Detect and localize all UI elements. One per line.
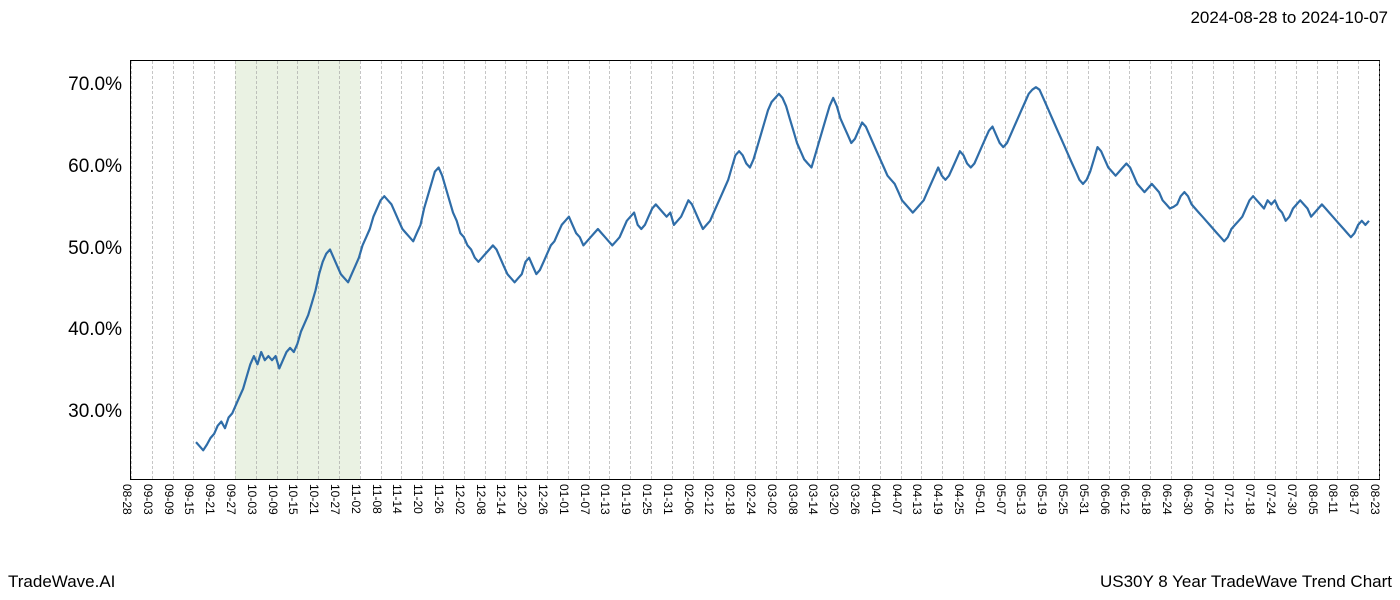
x-tick-label: 01-19 xyxy=(619,484,633,515)
x-tick-label: 07-06 xyxy=(1202,484,1216,515)
x-tick-label: 08-05 xyxy=(1306,484,1320,515)
x-tick-label: 10-09 xyxy=(266,484,280,515)
x-tick-label: 08-17 xyxy=(1347,484,1361,515)
x-tick-label: 05-19 xyxy=(1035,484,1049,515)
x-tick-label: 02-12 xyxy=(702,484,716,515)
x-tick-label: 06-30 xyxy=(1181,484,1195,515)
x-tick-label: 12-02 xyxy=(453,484,467,515)
y-tick-label: 70.0% xyxy=(68,74,122,96)
x-tick-label: 04-25 xyxy=(952,484,966,515)
x-tick-label: 03-26 xyxy=(848,484,862,515)
x-tick-label: 11-26 xyxy=(432,484,446,514)
chart-container: 2024-08-28 to 2024-10-07 30.0% 40.0% 50.0%… xyxy=(0,0,1400,600)
x-tick-label: 05-25 xyxy=(1056,484,1070,515)
x-tick-label: 09-27 xyxy=(224,484,238,515)
x-tick-label: 05-07 xyxy=(994,484,1008,515)
x-tick-label: 11-02 xyxy=(349,484,363,514)
x-tick-label: 05-31 xyxy=(1077,484,1091,515)
x-tick-label: 12-26 xyxy=(536,484,550,515)
y-tick-label: 50.0% xyxy=(68,238,122,260)
x-tick-label: 06-18 xyxy=(1139,484,1153,515)
x-tick-label: 01-25 xyxy=(640,484,654,515)
x-tick-label: 01-31 xyxy=(661,484,675,515)
x-tick-label: 07-12 xyxy=(1222,484,1236,515)
x-tick-label: 11-20 xyxy=(411,484,425,514)
x-tick-label: 09-15 xyxy=(182,484,196,515)
date-range-label: 2024-08-28 to 2024-10-07 xyxy=(1190,8,1388,28)
x-tick-label: 03-08 xyxy=(786,484,800,515)
x-tick-label: 07-18 xyxy=(1243,484,1257,515)
x-tick-label: 07-30 xyxy=(1285,484,1299,515)
x-tick-label: 03-14 xyxy=(806,484,820,515)
gridline xyxy=(1379,61,1380,479)
x-tick-label: 12-20 xyxy=(515,484,529,515)
y-tick-label: 30.0% xyxy=(68,401,122,423)
x-tick-label: 02-06 xyxy=(682,484,696,515)
x-tick-label: 07-24 xyxy=(1264,484,1278,515)
x-tick-label: 02-18 xyxy=(723,484,737,515)
x-tick-label: 09-21 xyxy=(203,484,217,515)
x-tick-label: 01-13 xyxy=(598,484,612,515)
footer-brand: TradeWave.AI xyxy=(8,572,115,592)
x-tick-label: 10-27 xyxy=(328,484,342,515)
y-tick-label: 60.0% xyxy=(68,156,122,178)
line-series xyxy=(131,61,1379,479)
x-tick-label: 05-01 xyxy=(973,484,987,515)
x-tick-label: 09-09 xyxy=(162,484,176,515)
y-tick-label: 40.0% xyxy=(68,319,122,341)
x-tick-label: 08-11 xyxy=(1326,484,1340,514)
x-tick-label: 02-24 xyxy=(744,484,758,515)
x-tick-label: 11-08 xyxy=(370,484,384,514)
x-tick-label: 12-08 xyxy=(474,484,488,515)
x-tick-label: 08-23 xyxy=(1368,484,1382,515)
x-tick-label: 11-14 xyxy=(390,484,404,514)
x-tick-label: 01-01 xyxy=(557,484,571,515)
x-tick-label: 04-19 xyxy=(931,484,945,515)
x-tick-label: 04-13 xyxy=(910,484,924,515)
x-tick-label: 12-14 xyxy=(494,484,508,515)
x-tick-label: 06-24 xyxy=(1160,484,1174,515)
x-tick-label: 04-07 xyxy=(890,484,904,515)
x-tick-label: 10-21 xyxy=(307,484,321,515)
x-tick-label: 09-03 xyxy=(141,484,155,515)
x-tick-label: 01-07 xyxy=(578,484,592,515)
x-tick-label: 05-13 xyxy=(1014,484,1028,515)
x-tick-label: 03-02 xyxy=(765,484,779,515)
x-tick-label: 10-03 xyxy=(245,484,259,515)
x-tick-label: 04-01 xyxy=(869,484,883,515)
chart-plot-area xyxy=(130,60,1380,480)
x-tick-label: 10-15 xyxy=(286,484,300,515)
x-tick-label: 06-12 xyxy=(1118,484,1132,515)
x-tick-label: 03-20 xyxy=(827,484,841,515)
x-tick-label: 08-28 xyxy=(120,484,134,515)
footer-chart-title: US30Y 8 Year TradeWave Trend Chart xyxy=(1100,572,1392,592)
x-tick-label: 06-06 xyxy=(1098,484,1112,515)
